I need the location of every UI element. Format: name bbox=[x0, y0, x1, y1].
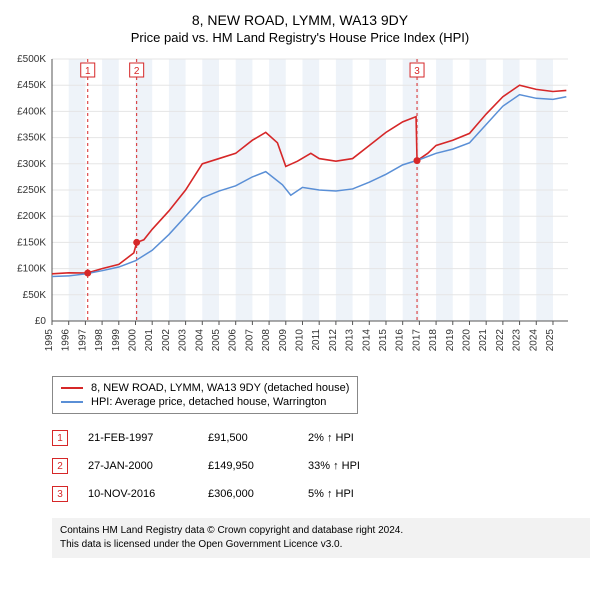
svg-text:2020: 2020 bbox=[461, 329, 472, 352]
event-delta: 33% ↑ HPI bbox=[308, 460, 388, 472]
svg-text:2024: 2024 bbox=[528, 329, 539, 352]
svg-text:2014: 2014 bbox=[361, 329, 372, 352]
svg-text:2017: 2017 bbox=[411, 329, 422, 352]
event-row: 2 27-JAN-2000 £149,950 33% ↑ HPI bbox=[52, 452, 590, 480]
svg-text:£50K: £50K bbox=[23, 290, 47, 301]
svg-text:1: 1 bbox=[85, 66, 91, 77]
event-delta: 2% ↑ HPI bbox=[308, 432, 388, 444]
svg-text:£100K: £100K bbox=[17, 264, 46, 275]
svg-text:2012: 2012 bbox=[328, 329, 339, 352]
event-row: 1 21-FEB-1997 £91,500 2% ↑ HPI bbox=[52, 424, 590, 452]
legend-row: 8, NEW ROAD, LYMM, WA13 9DY (detached ho… bbox=[61, 381, 349, 395]
svg-text:2018: 2018 bbox=[428, 329, 439, 352]
title-line-1: 8, NEW ROAD, LYMM, WA13 9DY bbox=[10, 12, 590, 28]
disclaimer-line-2: This data is licensed under the Open Gov… bbox=[60, 538, 582, 552]
svg-text:£150K: £150K bbox=[17, 237, 46, 248]
event-price: £91,500 bbox=[208, 432, 288, 444]
events-table: 1 21-FEB-1997 £91,500 2% ↑ HPI 2 27-JAN-2000 £… bbox=[52, 424, 590, 508]
svg-text:2015: 2015 bbox=[378, 329, 389, 352]
legend-swatch bbox=[61, 401, 83, 403]
price-chart: £0 £50K £100K £150K £200K £250K £300K £350K £400… bbox=[10, 55, 590, 368]
legend-label: 8, NEW ROAD, LYMM, WA13 9DY (detached ho… bbox=[91, 382, 349, 394]
event-date: 21-FEB-1997 bbox=[88, 432, 188, 444]
disclaimer: Contains HM Land Registry data © Crown c… bbox=[52, 518, 590, 558]
legend-label: HPI: Average price, detached house, Warr… bbox=[91, 396, 326, 408]
title-line-2: Price paid vs. HM Land Registry's House … bbox=[10, 30, 590, 45]
event-marker: 2 bbox=[52, 458, 68, 474]
svg-text:2003: 2003 bbox=[178, 329, 189, 352]
svg-text:1999: 1999 bbox=[111, 329, 122, 352]
svg-text:2007: 2007 bbox=[244, 329, 255, 352]
svg-text:£0: £0 bbox=[35, 316, 47, 327]
svg-text:2011: 2011 bbox=[311, 329, 322, 351]
svg-text:2: 2 bbox=[134, 66, 140, 77]
svg-text:2010: 2010 bbox=[294, 329, 305, 352]
legend: 8, NEW ROAD, LYMM, WA13 9DY (detached ho… bbox=[52, 376, 358, 414]
svg-text:2019: 2019 bbox=[445, 329, 456, 352]
event-date: 27-JAN-2000 bbox=[88, 460, 188, 472]
legend-row: HPI: Average price, detached house, Warr… bbox=[61, 395, 349, 409]
svg-text:1995: 1995 bbox=[44, 329, 55, 352]
svg-text:£250K: £250K bbox=[17, 185, 46, 196]
svg-text:£450K: £450K bbox=[17, 80, 46, 91]
event-price: £306,000 bbox=[208, 488, 288, 500]
event-date: 10-NOV-2016 bbox=[88, 488, 188, 500]
event-marker: 3 bbox=[52, 486, 68, 502]
disclaimer-line-1: Contains HM Land Registry data © Crown c… bbox=[60, 524, 582, 538]
event-row: 3 10-NOV-2016 £306,000 5% ↑ HPI bbox=[52, 480, 590, 508]
svg-text:1996: 1996 bbox=[61, 329, 72, 352]
svg-text:£300K: £300K bbox=[17, 159, 46, 170]
svg-text:2001: 2001 bbox=[144, 329, 155, 352]
svg-text:2004: 2004 bbox=[194, 329, 205, 352]
svg-text:2016: 2016 bbox=[395, 329, 406, 352]
svg-text:1998: 1998 bbox=[94, 329, 105, 352]
svg-text:2009: 2009 bbox=[278, 329, 289, 352]
svg-text:2021: 2021 bbox=[478, 329, 489, 352]
event-marker: 1 bbox=[52, 430, 68, 446]
svg-text:2000: 2000 bbox=[127, 329, 138, 352]
svg-text:2025: 2025 bbox=[545, 329, 556, 352]
event-delta: 5% ↑ HPI bbox=[308, 488, 388, 500]
svg-text:£200K: £200K bbox=[17, 211, 46, 222]
svg-text:2005: 2005 bbox=[211, 329, 222, 352]
event-price: £149,950 bbox=[208, 460, 288, 472]
svg-text:2008: 2008 bbox=[261, 329, 272, 352]
svg-text:1997: 1997 bbox=[77, 329, 88, 352]
svg-text:2006: 2006 bbox=[228, 329, 239, 352]
chart-svg: £0 £50K £100K £150K £200K £250K £300K £350K £400… bbox=[10, 55, 570, 365]
svg-text:£500K: £500K bbox=[17, 55, 46, 65]
legend-swatch bbox=[61, 387, 83, 389]
svg-text:2022: 2022 bbox=[495, 329, 506, 352]
svg-text:3: 3 bbox=[414, 66, 420, 77]
svg-text:£400K: £400K bbox=[17, 106, 46, 117]
svg-text:2013: 2013 bbox=[345, 329, 356, 352]
svg-text:2023: 2023 bbox=[512, 329, 523, 352]
svg-text:£350K: £350K bbox=[17, 133, 46, 144]
svg-text:2002: 2002 bbox=[161, 329, 172, 352]
